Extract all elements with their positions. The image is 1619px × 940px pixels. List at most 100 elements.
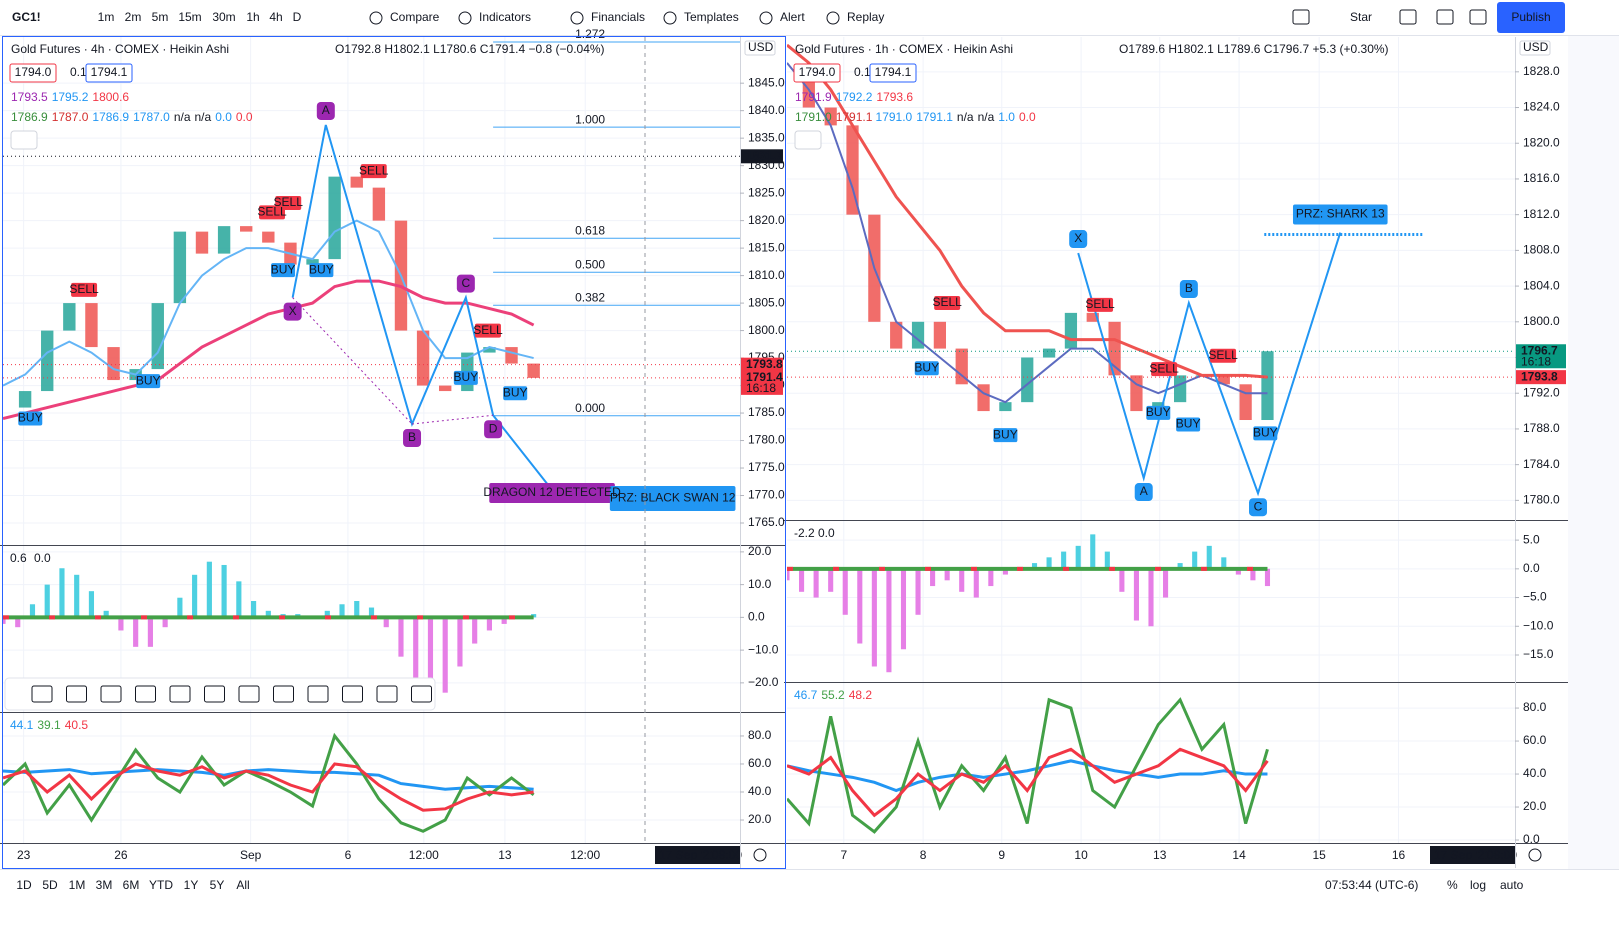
signal-label: SELL	[932, 295, 962, 309]
pattern-point-label: C	[1254, 499, 1263, 513]
toolbar-button[interactable]: Indicators	[479, 10, 531, 24]
collapse-button[interactable]	[10, 130, 38, 150]
candle	[527, 363, 540, 378]
drawing-tool[interactable]	[135, 685, 156, 703]
osc-legend-value: 48.2	[849, 688, 873, 702]
histogram-bar	[501, 617, 507, 624]
histogram-bar	[915, 568, 921, 615]
currency: USD	[748, 40, 774, 54]
candle	[240, 226, 253, 232]
publish-label[interactable]: Publish	[1511, 10, 1550, 24]
y-tick-label: 60.0	[748, 756, 772, 770]
signal-label: BUY	[453, 370, 478, 384]
oscillator-line	[787, 697, 1269, 834]
log-toggle[interactable]: log	[1470, 878, 1486, 892]
candle	[372, 187, 386, 221]
signal-label: BUY	[309, 262, 334, 276]
range-button[interactable]: 1D	[16, 878, 32, 892]
moving-average	[3, 219, 534, 387]
indicator-value: 1786.9	[11, 110, 48, 124]
x-tick-label: 12:00	[570, 848, 600, 862]
histogram-bar	[398, 617, 404, 657]
range-button[interactable]: 1Y	[184, 878, 199, 892]
side-strip	[1568, 36, 1619, 869]
drawing-tool[interactable]	[204, 685, 225, 703]
indicator-value: 1795.2	[52, 90, 89, 104]
interval-button[interactable]: 2m	[125, 10, 142, 24]
range-button[interactable]: YTD	[149, 878, 173, 892]
histogram-bar	[368, 607, 375, 618]
percent-toggle[interactable]: %	[1447, 878, 1458, 892]
histogram-bar	[842, 568, 848, 615]
osc-legend-value: 40.5	[65, 718, 89, 732]
histogram-bar	[1235, 568, 1241, 575]
toolbar-button[interactable]: Templates	[684, 10, 739, 24]
toolbar-button[interactable]: Compare	[390, 10, 440, 24]
signal-label: BUY	[1176, 417, 1201, 431]
range-button[interactable]: 6M	[123, 878, 140, 892]
drawing-tool[interactable]	[66, 685, 87, 703]
signal-marker	[1253, 426, 1278, 441]
toolbar-button[interactable]: Replay	[847, 10, 884, 24]
signal-label: SELL	[257, 205, 287, 219]
interval-button[interactable]: 1h	[246, 10, 259, 24]
toolbar-button[interactable]: Financials	[591, 10, 645, 24]
drawing-toolbar	[4, 677, 436, 711]
candle	[1174, 375, 1187, 403]
indicator-value: 0.0	[215, 110, 232, 124]
osc-legend-value: 39.1	[37, 718, 61, 732]
signal-marker	[503, 386, 528, 401]
interval-button[interactable]: 1m	[98, 10, 115, 24]
signal-marker	[1210, 348, 1237, 363]
drawing-tool[interactable]	[100, 685, 122, 703]
osc-legend-value: 44.1	[10, 718, 34, 732]
input-box	[869, 63, 917, 83]
histogram-bar	[1090, 534, 1096, 569]
interval-button[interactable]: 4h	[269, 10, 282, 24]
drawing-tool[interactable]	[31, 685, 53, 703]
pattern-point	[1179, 280, 1198, 299]
drawing-tool[interactable]	[169, 685, 191, 703]
drawing-tool[interactable]	[307, 685, 329, 703]
drawing-tool[interactable]	[273, 685, 294, 703]
star-button[interactable]: Star	[1350, 10, 1372, 24]
input-box	[9, 63, 57, 83]
currency-box	[744, 40, 776, 56]
histogram-bar	[1206, 545, 1212, 569]
indicator-value: n/a	[957, 110, 974, 124]
auto-toggle[interactable]: auto	[1500, 878, 1524, 892]
signal-marker	[18, 411, 43, 426]
interval-button[interactable]: 5m	[152, 10, 169, 24]
interval-button[interactable]: 30m	[212, 10, 235, 24]
range-button[interactable]: 5Y	[210, 878, 225, 892]
range-button[interactable]: 1M	[69, 878, 86, 892]
candle	[18, 391, 32, 408]
histogram-bar	[413, 617, 419, 683]
x-tick-label: 10	[1074, 848, 1088, 862]
annotation-text: DRAGON 12 DETECTED	[483, 485, 621, 499]
histogram-bar	[324, 610, 330, 618]
x-tick-label: 16	[1392, 848, 1406, 862]
drawing-tool[interactable]	[411, 685, 432, 703]
indicator-value: 0.0	[1019, 110, 1036, 124]
range-button[interactable]: All	[236, 878, 249, 892]
collapse-button[interactable]	[794, 130, 822, 150]
drawing-tool[interactable]	[238, 685, 260, 703]
histogram-bar	[1046, 557, 1052, 569]
toolbar-button[interactable]: Alert	[780, 10, 805, 24]
publish-button[interactable]	[1497, 2, 1565, 33]
interval-button[interactable]: 15m	[178, 10, 201, 24]
indicator-value: 1791.1	[916, 110, 953, 124]
y-tick-label: 80.0	[748, 728, 772, 742]
x-tick-label: 14	[1232, 848, 1246, 862]
range-button[interactable]: 5D	[42, 878, 58, 892]
y-tick-label: 1820.0	[748, 213, 785, 227]
x-tick-label: 13	[498, 848, 512, 862]
input-value: 1794.0	[799, 65, 836, 79]
drawing-tool[interactable]	[342, 685, 363, 703]
price-tag-sub: 16:18	[746, 381, 776, 395]
interval-button[interactable]: D	[293, 10, 302, 24]
range-button[interactable]: 3M	[96, 878, 113, 892]
pattern-point-label: X	[289, 304, 297, 318]
drawing-tool[interactable]	[376, 685, 398, 703]
